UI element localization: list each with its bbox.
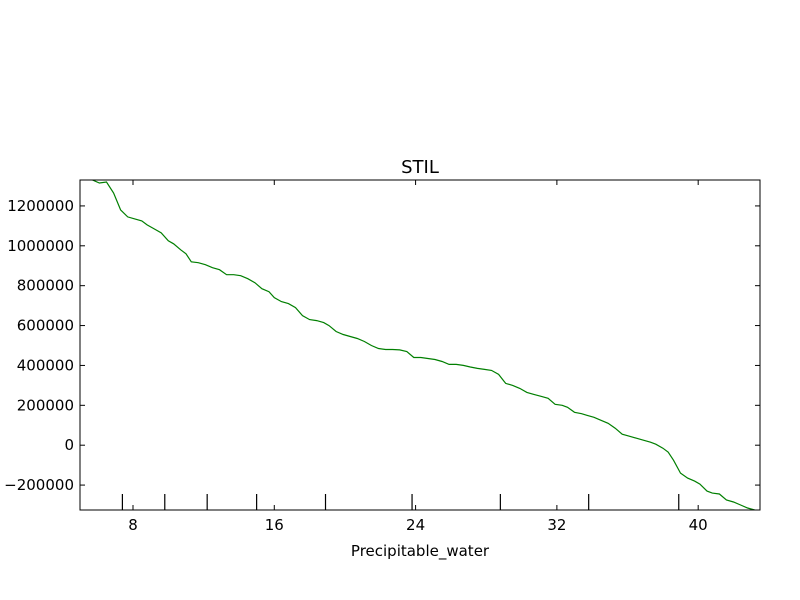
plot-area (80, 180, 760, 510)
x-tick-label: 16 (265, 516, 284, 534)
y-tick-label: 0 (64, 436, 74, 454)
x-tick-label: 24 (406, 516, 425, 534)
chart-title: STIL (401, 157, 439, 178)
y-tick-label: 800000 (17, 277, 74, 295)
x-axis-label: Precipitable_water (351, 542, 490, 561)
x-tick-label: 40 (689, 516, 708, 534)
y-tick-label: 1000000 (7, 237, 74, 255)
y-tick-label: 1200000 (7, 197, 74, 215)
x-tick-label: 32 (547, 516, 566, 534)
y-tick-label: 200000 (17, 396, 74, 414)
series-line (92, 180, 755, 510)
rug-marks (121, 494, 680, 510)
x-tick-label: 8 (128, 516, 138, 534)
axis-ticks: 8 16 24 32 40 −200000 0 200000 400000 600000 80000… (4, 180, 760, 534)
y-tick-label: 400000 (17, 356, 74, 374)
y-tick-label: 600000 (17, 317, 74, 335)
y-tick-label: −200000 (4, 476, 74, 494)
plot-frame (79, 179, 761, 511)
